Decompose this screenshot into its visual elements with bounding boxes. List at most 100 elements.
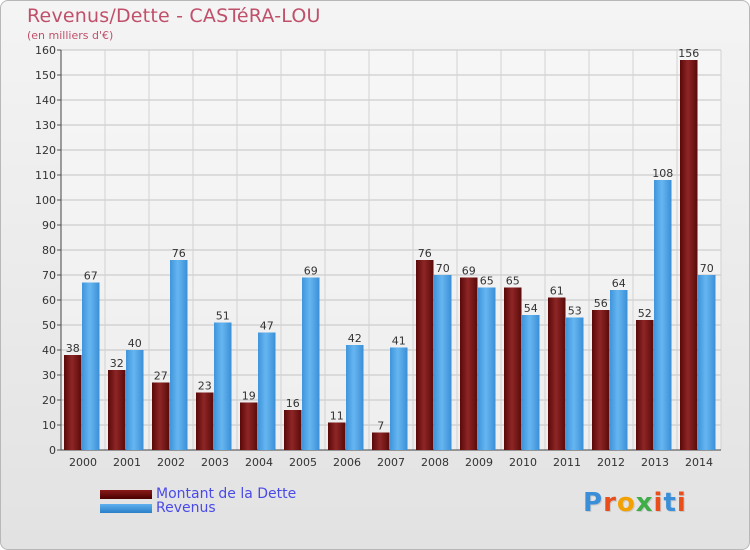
y-tick-label: 10: [42, 419, 56, 432]
y-tick-label: 110: [35, 169, 56, 182]
x-tick-label: 2013: [641, 456, 669, 469]
x-tick-label: 2002: [157, 456, 185, 469]
bar-dette: [680, 60, 698, 450]
legend-label-revenus: Revenus: [156, 500, 216, 516]
data-label-revenus: 53: [568, 305, 582, 318]
x-tick-label: 2006: [333, 456, 361, 469]
bar-revenus: [478, 287, 496, 450]
chart-title: Revenus/Dette - CASTéRA-LOU: [27, 5, 321, 27]
y-tick-label: 80: [42, 244, 56, 257]
bar-revenus: [170, 260, 188, 450]
bar-revenus: [610, 290, 628, 450]
data-label-revenus: 69: [304, 265, 318, 278]
y-tick-label: 120: [35, 144, 56, 157]
y-tick-label: 50: [42, 319, 56, 332]
data-label-revenus: 47: [260, 320, 274, 333]
bar-dette: [504, 287, 522, 450]
data-label-revenus: 40: [128, 337, 142, 350]
bar-revenus: [82, 282, 100, 450]
logo-letter: P: [583, 488, 604, 518]
data-label-revenus: 67: [84, 270, 98, 283]
data-label-revenus: 41: [392, 335, 406, 348]
bar-dette: [416, 260, 434, 450]
y-tick-label: 60: [42, 294, 56, 307]
bar-dette: [548, 297, 566, 450]
logo-letter: x: [635, 488, 654, 518]
x-tick-label: 2003: [201, 456, 229, 469]
y-tick-label: 100: [35, 194, 56, 207]
y-tick-label: 150: [35, 69, 56, 82]
x-tick-label: 2004: [245, 456, 273, 469]
data-label-revenus: 42: [348, 332, 362, 345]
bar-dette: [152, 382, 170, 450]
legend-label-dette: Montant de la Dette: [156, 486, 297, 502]
data-label-dette: 65: [506, 275, 520, 288]
data-label-dette: 38: [66, 342, 80, 355]
x-tick-label: 2008: [421, 456, 449, 469]
bar-revenus: [698, 275, 716, 450]
bar-dette: [284, 410, 302, 450]
x-tick-label: 2010: [509, 456, 537, 469]
chart-unit-label: (en milliers d'€): [27, 29, 114, 42]
data-label-dette: 19: [242, 390, 256, 403]
bar-revenus: [302, 277, 320, 450]
logo-letter: t: [663, 488, 677, 518]
data-label-revenus: 54: [524, 302, 538, 315]
data-label-revenus: 65: [480, 275, 494, 288]
data-label-revenus: 70: [700, 262, 714, 275]
y-tick-label: 30: [42, 369, 56, 382]
bar-dette: [196, 392, 214, 450]
data-label-dette: 156: [678, 47, 699, 60]
proxiti-logo: Proxiti: [583, 488, 687, 518]
data-label-dette: 16: [286, 397, 300, 410]
data-label-dette: 7: [377, 420, 384, 433]
y-tick-label: 20: [42, 394, 56, 407]
logo-letter: i: [653, 488, 664, 518]
bar-revenus: [390, 347, 408, 450]
bar-revenus: [434, 275, 452, 450]
x-tick-label: 2005: [289, 456, 317, 469]
y-tick-label: 140: [35, 94, 56, 107]
bar-revenus: [654, 180, 672, 450]
x-tick-label: 2014: [685, 456, 713, 469]
x-tick-label: 2001: [113, 456, 141, 469]
x-tick-label: 2000: [69, 456, 97, 469]
logo-letter: o: [616, 488, 636, 518]
data-label-dette: 69: [462, 265, 476, 278]
data-label-revenus: 76: [172, 247, 186, 260]
bar-dette: [592, 310, 610, 450]
logo-letter: r: [603, 488, 617, 518]
bar-revenus: [522, 315, 540, 450]
bar-dette: [460, 277, 478, 450]
data-label-dette: 32: [110, 357, 124, 370]
x-tick-label: 2007: [377, 456, 405, 469]
y-tick-label: 160: [35, 44, 56, 57]
bar-dette: [328, 422, 346, 450]
logo-letter: i: [676, 488, 687, 518]
x-tick-label: 2011: [553, 456, 581, 469]
bar-revenus: [566, 317, 584, 450]
bar-dette: [240, 402, 258, 450]
bar-revenus: [258, 332, 276, 450]
data-label-dette: 56: [594, 297, 608, 310]
bar-dette: [64, 355, 82, 450]
legend-swatch-dette: [100, 490, 152, 499]
bar-dette: [372, 432, 390, 450]
x-tick-label: 2012: [597, 456, 625, 469]
data-label-dette: 27: [154, 370, 168, 383]
data-label-revenus: 108: [652, 167, 673, 180]
data-label-revenus: 64: [612, 277, 626, 290]
data-label-revenus: 51: [216, 310, 230, 323]
bar-dette: [636, 320, 654, 450]
bar-revenus: [126, 350, 144, 450]
y-tick-label: 70: [42, 269, 56, 282]
data-label-dette: 52: [638, 307, 652, 320]
data-label-dette: 23: [198, 380, 212, 393]
y-tick-label: 40: [42, 344, 56, 357]
data-label-dette: 11: [330, 410, 344, 423]
bar-revenus: [346, 345, 364, 450]
y-tick-label: 0: [49, 444, 56, 457]
bar-revenus: [214, 322, 232, 450]
y-tick-label: 90: [42, 219, 56, 232]
